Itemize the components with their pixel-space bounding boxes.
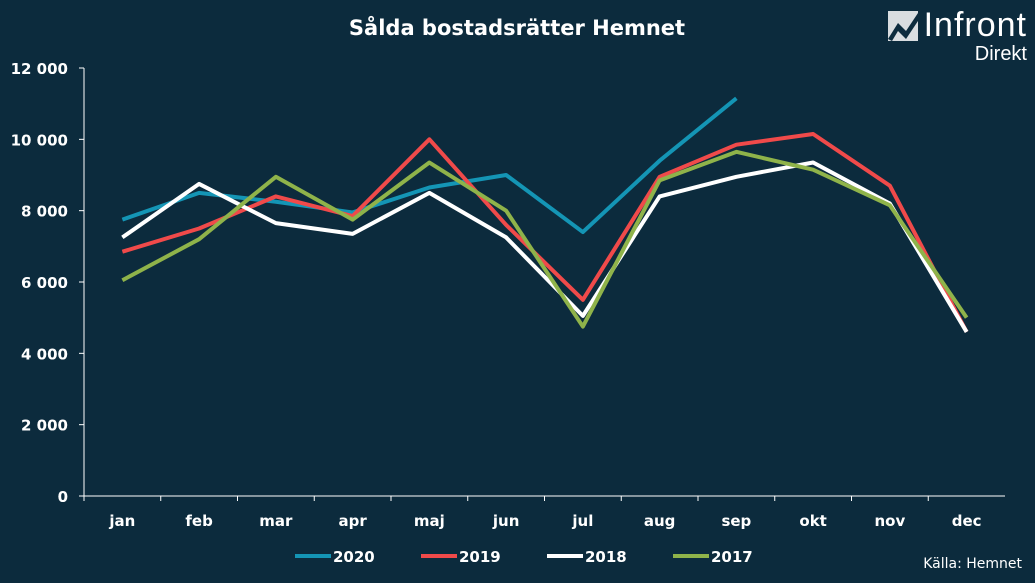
x-tick-label: nov [874,512,905,530]
x-tick-label: feb [185,512,213,530]
infront-logo-icon [887,10,918,41]
x-tick-label: sep [721,512,751,530]
logo-brand: Infront [923,6,1027,44]
y-tick-label: 4 000 [21,345,68,363]
series-line-2018 [121,160,969,333]
logo-sub: Direkt [974,43,1027,65]
y-tick-label: 6 000 [21,274,68,292]
legend-label-2017: 2017 [711,548,753,566]
y-tick-label: 12 000 [11,60,68,78]
x-tick-label: jan [108,512,135,530]
x-tick-label: dec [952,512,982,530]
x-tick-label: apr [338,512,367,530]
source-label: Källa: Hemnet [923,556,1022,572]
y-tick-label: 0 [58,488,68,506]
x-tick-label: jun [492,512,520,530]
x-tick-label: maj [414,512,445,530]
legend-label-2018: 2018 [585,548,627,566]
chart-title: Sålda bostadsrätter Hemnet [349,15,685,40]
series-line-2017 [121,149,969,329]
x-tick-label: jul [571,512,593,530]
legend-label-2019: 2019 [459,548,501,566]
x-tick-label: aug [644,512,676,530]
x-tick-label: mar [259,512,293,530]
infront-logo: Infront Direkt [887,6,1027,66]
y-tick-label: 2 000 [21,417,68,435]
x-tick-label: okt [799,512,826,530]
y-tick-label: 8 000 [21,203,68,221]
series-line-2019 [121,131,969,333]
y-tick-label: 10 000 [11,131,68,149]
legend-label-2020: 2020 [333,548,375,566]
